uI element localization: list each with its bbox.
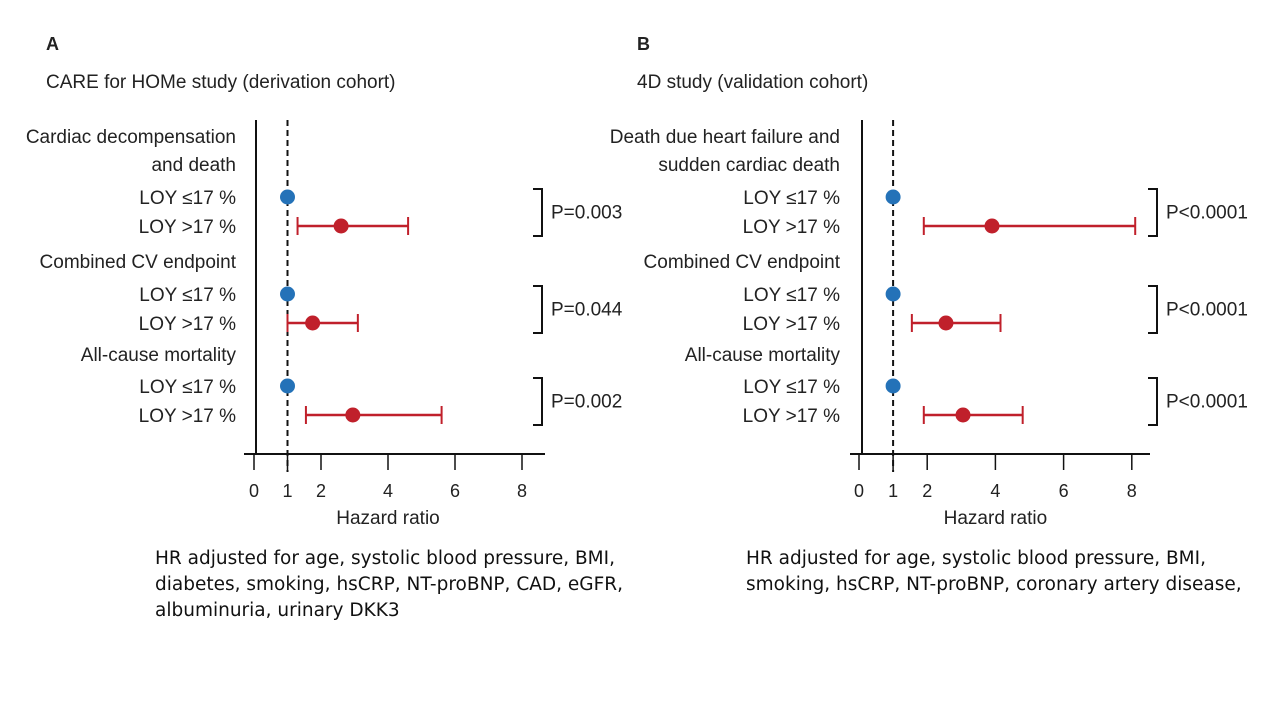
panel-b-group-name: All-cause mortality [685,345,841,366]
panel-b-adjustment-note: HR adjusted for age, systolic blood pres… [746,548,1242,595]
panel-a-row-label: LOY >17 % [139,406,236,427]
panel-b-hr-point-loy-high [955,407,971,423]
panel-a-p-value: P=0.003 [551,203,622,224]
panel-b-x-tick-label: 1 [888,481,898,501]
panel-b-row-label: LOY ≤17 % [743,285,840,306]
panel-a-hr-point-loy-high [305,315,321,331]
panel-a-row-label: LOY >17 % [139,314,236,335]
panel-a-title: CARE for HOMe study (derivation cohort) [46,72,396,93]
panel-a-p-bracket [533,285,543,334]
panel-b-hr-point-reference [885,286,901,302]
panel-b-row-label: LOY ≤17 % [743,377,840,398]
panel-b-group-name: sudden cardiac death [658,155,840,176]
panel-a-group-name: and death [151,155,236,176]
panel-a-x-tick-label: 4 [383,481,393,501]
panel-b-title: 4D study (validation cohort) [637,72,868,93]
panel-b-p-bracket [1148,188,1158,237]
panel-a-x-tick-label: 1 [282,481,292,501]
panel-b-x-tick-label: 2 [922,481,932,501]
panel-a-p-bracket [533,377,543,426]
panel-a-row-label: LOY ≤17 % [139,188,236,209]
panel-b-x-tick-label: 8 [1127,481,1137,501]
panel-b-row-label: LOY ≤17 % [743,188,840,209]
panel-b-p-value: P<0.0001 [1166,392,1248,413]
panel-b-hr-point-reference [885,189,901,205]
panel-b-row-label: LOY >17 % [743,314,840,335]
panel-a-group-name: Cardiac decompensation [26,127,236,148]
panel-a-x-tick-label: 6 [450,481,460,501]
panel-a-x-tick-label: 2 [316,481,326,501]
panel-b-row-label: LOY >17 % [743,217,840,238]
panel-b-hr-point-reference [885,378,901,394]
panel-b-p-value: P<0.0001 [1166,300,1248,321]
panel-b-x-axis-label: Hazard ratio [944,508,1048,529]
panel-b-p-value: P<0.0001 [1166,203,1248,224]
panel-a-row-label: LOY ≤17 % [139,377,236,398]
panel-a-row-label: LOY ≤17 % [139,285,236,306]
panel-a-label: A [46,34,59,54]
panel-a-row-label: LOY >17 % [139,217,236,238]
panel-b-group-name: Death due heart failure and [610,127,840,148]
panel-b-x-tick-label: 0 [854,481,864,501]
panel-b-p-bracket [1148,377,1158,426]
panel-a-hr-point-reference [280,286,295,302]
panel-a-p-value: P=0.002 [551,392,622,413]
panel-b-x-tick-label: 4 [990,481,1000,501]
panel-b-label: B [637,34,650,54]
panel-a-hr-point-loy-high [333,218,349,234]
panel-a-hr-point-reference [280,378,295,394]
panel-a-p-bracket [533,188,543,237]
panel-a-x-tick-label: 8 [517,481,527,501]
panel-a-hr-point-loy-high [345,407,361,423]
panel-a-x-tick-label: 0 [249,481,259,501]
panel-a-adjustment-note: HR adjusted for age, systolic blood pres… [155,548,623,621]
panel-b-group-name: Combined CV endpoint [644,252,841,273]
panel-a-p-value: P=0.044 [551,300,623,321]
panel-a-group-name: Combined CV endpoint [40,252,237,273]
panel-b-hr-point-loy-high [938,315,954,331]
panel-b-x-tick-label: 6 [1059,481,1069,501]
panel-a-group-name: All-cause mortality [81,345,237,366]
panel-b-p-bracket [1148,285,1158,334]
panel-a-hr-point-reference [280,189,295,205]
panel-b-hr-point-loy-high [984,218,1000,234]
forest-plot-figure: A CARE for HOMe study (derivation cohort)… [26,34,1248,529]
panel-b-row-label: LOY >17 % [743,406,840,427]
panel-a-x-axis-label: Hazard ratio [336,508,440,529]
